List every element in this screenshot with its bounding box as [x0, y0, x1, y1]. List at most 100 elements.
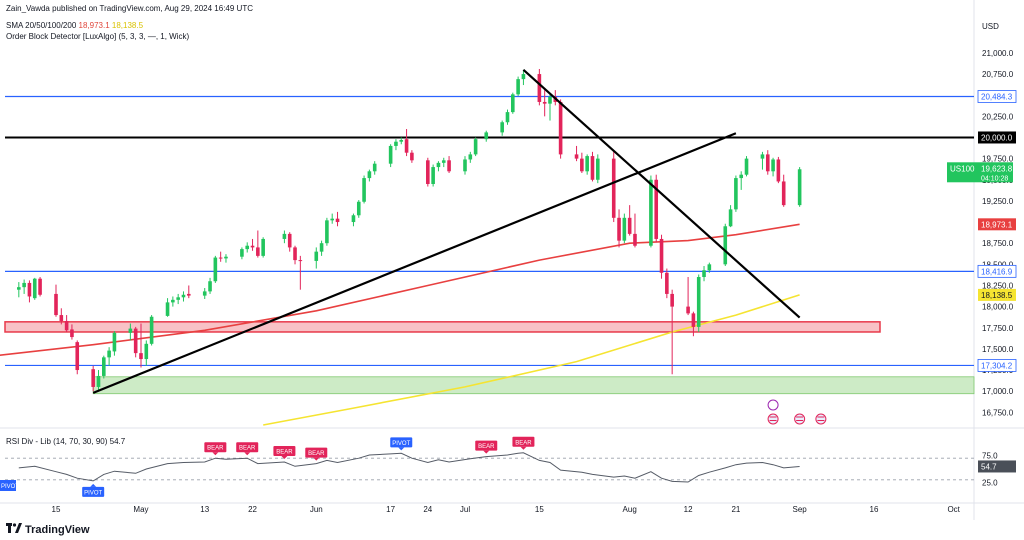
candle[interactable]	[585, 154, 589, 175]
candle[interactable]	[548, 93, 552, 121]
candle[interactable]	[723, 223, 728, 267]
current-price-box[interactable]	[947, 162, 1013, 183]
candle[interactable]	[208, 277, 212, 294]
candle[interactable]	[441, 157, 446, 168]
candle[interactable]	[765, 150, 770, 175]
candle[interactable]	[96, 370, 101, 392]
candle[interactable]	[473, 137, 478, 157]
candle[interactable]	[436, 161, 441, 172]
candle[interactable]	[250, 238, 255, 251]
candle[interactable]	[133, 326, 138, 358]
candle[interactable]	[218, 251, 223, 262]
candle[interactable]	[32, 277, 37, 300]
candle[interactable]	[330, 213, 335, 224]
candle[interactable]	[484, 130, 489, 142]
candle[interactable]	[367, 169, 372, 182]
candle[interactable]	[394, 139, 398, 151]
candle[interactable]	[181, 291, 186, 302]
candle[interactable]	[590, 151, 595, 182]
candle[interactable]	[739, 171, 744, 190]
candle[interactable]	[287, 232, 292, 252]
candle[interactable]	[410, 150, 414, 163]
candle[interactable]	[59, 308, 64, 325]
candle[interactable]	[107, 347, 111, 366]
candle[interactable]	[213, 255, 218, 283]
candle[interactable]	[240, 247, 244, 260]
bear-signal-badge[interactable]	[512, 436, 535, 447]
candle[interactable]	[580, 152, 584, 173]
candle[interactable]	[426, 157, 430, 187]
candle[interactable]	[91, 365, 95, 392]
candle[interactable]	[665, 268, 669, 299]
candle[interactable]	[298, 255, 303, 290]
candle[interactable]	[776, 156, 781, 184]
candle[interactable]	[399, 137, 404, 145]
candle[interactable]	[670, 289, 674, 375]
candle[interactable]	[542, 90, 547, 117]
candle[interactable]	[17, 282, 21, 298]
candle[interactable]	[335, 211, 340, 227]
candle[interactable]	[617, 209, 621, 248]
candle[interactable]	[558, 99, 563, 159]
candle[interactable]	[468, 151, 473, 163]
candle[interactable]	[351, 213, 356, 227]
pivot-signal-badge[interactable]	[82, 486, 105, 497]
us-flag-event-icon[interactable]	[794, 413, 806, 425]
candle[interactable]	[659, 234, 664, 279]
candle[interactable]	[388, 144, 393, 168]
bearish-order-block[interactable]	[4, 321, 881, 333]
candle[interactable]	[537, 68, 542, 106]
candle[interactable]	[797, 167, 802, 207]
candle[interactable]	[521, 69, 526, 86]
candle[interactable]	[633, 213, 637, 248]
candle[interactable]	[611, 150, 616, 223]
candle[interactable]	[516, 76, 520, 97]
candle[interactable]	[245, 242, 250, 253]
sma-legend[interactable]: SMA 20/50/100/200 18,973.1 18,138.5	[6, 21, 143, 30]
candle[interactable]	[744, 156, 749, 177]
candle[interactable]	[261, 237, 265, 258]
candle[interactable]	[176, 293, 180, 305]
candle[interactable]	[293, 245, 297, 265]
candle[interactable]	[574, 145, 579, 162]
bear-signal-badge[interactable]	[204, 442, 227, 453]
flash-event-icon[interactable]	[767, 399, 779, 411]
candle[interactable]	[696, 274, 701, 332]
order-block-legend[interactable]: Order Block Detector [LuxAlgo] (5, 3, 3,…	[6, 32, 190, 41]
candle[interactable]	[500, 120, 504, 136]
candle[interactable]	[319, 240, 324, 256]
candle[interactable]	[372, 161, 377, 175]
candle[interactable]	[505, 109, 510, 125]
trendline[interactable]	[92, 132, 737, 394]
candle[interactable]	[325, 217, 329, 246]
candle[interactable]	[691, 311, 696, 337]
candle[interactable]	[728, 205, 733, 228]
candle[interactable]	[686, 277, 690, 316]
candle[interactable]	[102, 355, 106, 379]
candle[interactable]	[112, 331, 117, 356]
bear-signal-badge[interactable]	[273, 445, 296, 456]
candle[interactable]	[447, 156, 451, 173]
candle[interactable]	[511, 92, 515, 114]
candle[interactable]	[282, 230, 287, 244]
candle[interactable]	[38, 277, 42, 297]
candle[interactable]	[75, 340, 80, 375]
tradingview-footer[interactable]: TradingView	[6, 523, 90, 536]
candle[interactable]	[27, 280, 32, 303]
candle[interactable]	[595, 154, 600, 184]
candle[interactable]	[760, 151, 765, 170]
us-flag-event-icon[interactable]	[815, 413, 827, 425]
candle[interactable]	[622, 213, 627, 244]
candle[interactable]	[649, 175, 653, 248]
candle[interactable]	[224, 254, 228, 263]
candle[interactable]	[654, 174, 659, 243]
bear-signal-badge[interactable]	[305, 447, 328, 458]
candle[interactable]	[22, 279, 26, 294]
candle[interactable]	[627, 205, 632, 236]
candle[interactable]	[139, 323, 143, 368]
candle[interactable]	[202, 288, 207, 299]
candle[interactable]	[356, 200, 361, 218]
candle[interactable]	[128, 323, 133, 341]
candle[interactable]	[149, 315, 154, 346]
